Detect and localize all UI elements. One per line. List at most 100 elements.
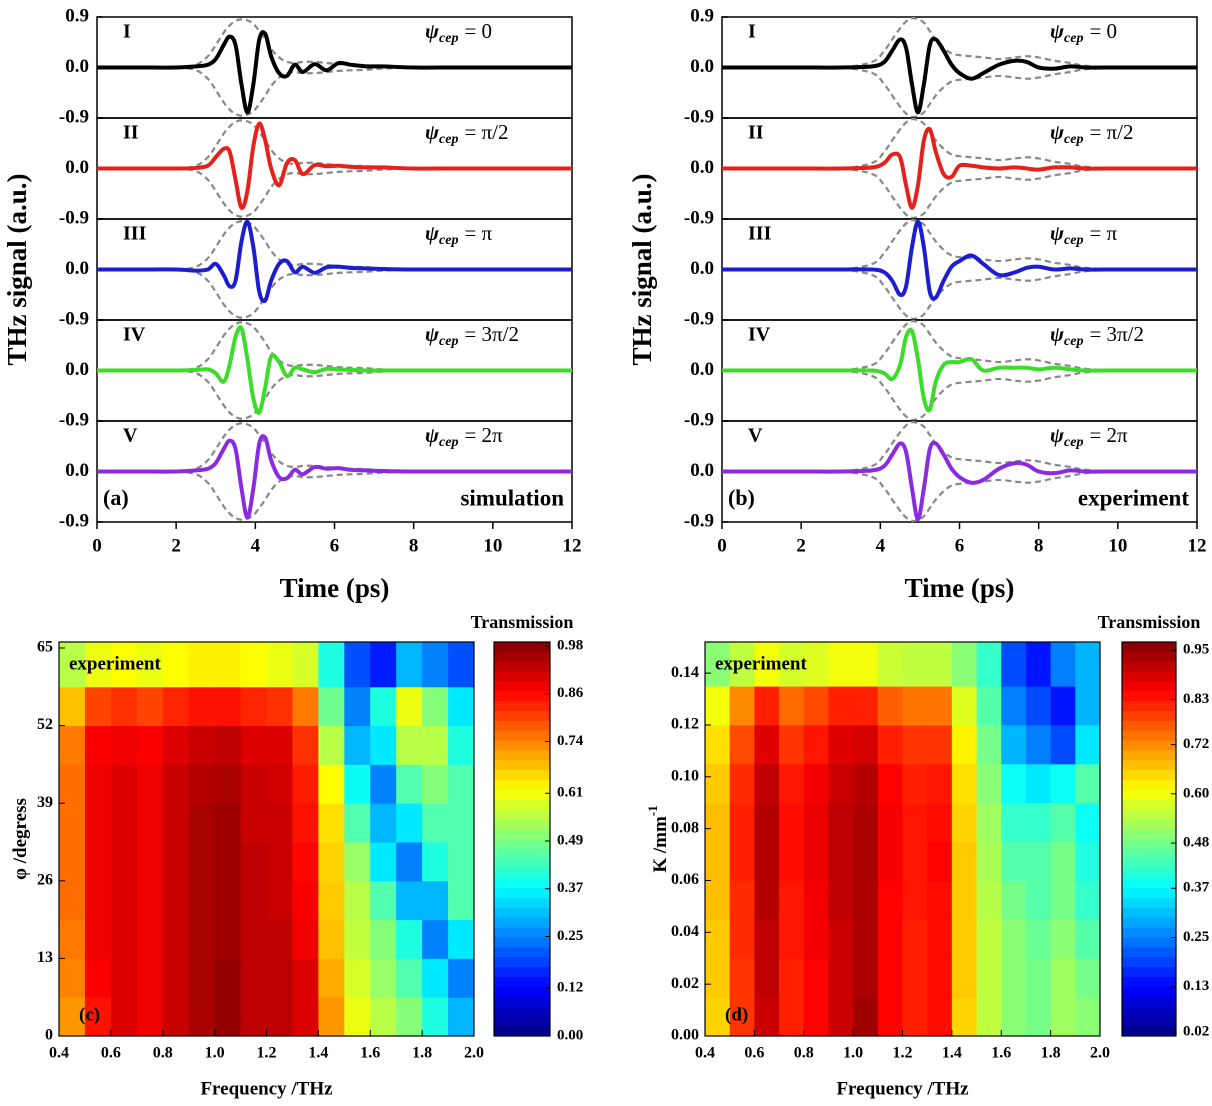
colorbar-frame — [1121, 641, 1177, 1037]
y-tick-label: 0.0 — [65, 157, 89, 178]
heat-cell — [188, 686, 216, 727]
heat-cell — [292, 686, 319, 727]
colorbar-band — [494, 917, 550, 929]
y-tick-label: 0.0 — [65, 460, 89, 481]
envelope-line — [722, 319, 1197, 373]
colorbar-band — [494, 1006, 550, 1017]
envelope-line — [96, 470, 572, 521]
phase-symbol: ψ — [425, 19, 440, 43]
heat-cell — [422, 997, 449, 1037]
y-tick-label: 0.0 — [690, 460, 714, 481]
heat-cell — [188, 841, 216, 882]
heat-cell — [370, 642, 397, 688]
heat-cell — [1001, 958, 1027, 998]
trace-label: IV — [123, 324, 146, 346]
colorbar-tick-label: 0.72 — [1183, 736, 1209, 752]
y-tick-label: 0.06 — [671, 871, 699, 888]
colorbar-band — [1122, 878, 1176, 889]
heat-cell — [927, 880, 953, 920]
y-tick-label: -0.9 — [59, 207, 89, 228]
heat-cell — [266, 803, 293, 843]
colorbar-band — [494, 967, 550, 978]
y-axis-label-text: φ /degress — [10, 798, 31, 880]
heat-cell — [292, 958, 319, 998]
signal-line — [96, 219, 572, 304]
colorbar-band — [1122, 750, 1176, 761]
signal-line — [96, 434, 572, 520]
y-tick-label: 0.9 — [65, 5, 89, 26]
heat-cell — [902, 841, 928, 881]
x-tick-label: 0.8 — [153, 1045, 173, 1062]
heat-cell — [59, 880, 86, 921]
colorbar-band — [494, 642, 550, 653]
phase-subscript: cep — [439, 233, 458, 248]
colorbar-band — [1122, 671, 1176, 682]
heat-cell — [344, 841, 371, 882]
heat-cell — [422, 764, 449, 804]
heat-cell — [729, 919, 755, 959]
trace-label: I — [123, 21, 131, 43]
heat-cell — [188, 880, 216, 921]
heat-cell — [240, 880, 267, 921]
heat-cell — [240, 686, 267, 727]
heat-cell — [84, 725, 112, 765]
y-axis-label: THz signal (a.u.) — [2, 173, 32, 365]
colorbar-tick-label: 0.37 — [1183, 880, 1210, 896]
y-tick-label: 26 — [37, 871, 53, 888]
envelope-line — [96, 422, 572, 473]
heat-cell — [266, 919, 293, 959]
phase-label: ψcep = 3π/2 — [425, 322, 519, 349]
heat-cell — [803, 724, 829, 765]
phase-value: = π/2 — [1089, 120, 1133, 144]
colorbar-band — [494, 710, 550, 722]
heat-cell — [951, 686, 978, 726]
phase-symbol: ψ — [425, 423, 440, 447]
heat-cell — [828, 724, 854, 765]
heat-cell — [877, 642, 903, 687]
colorbar-band — [1122, 760, 1176, 771]
heat-cell — [705, 880, 731, 920]
x-tick-label: 1.2 — [893, 1045, 913, 1062]
y-tick-label: 0.0 — [690, 258, 714, 279]
heat-cell — [1050, 802, 1076, 843]
colorbar-band — [494, 947, 550, 958]
heat-cell — [951, 880, 978, 920]
heat-cell — [370, 725, 397, 765]
envelope-line — [722, 368, 1197, 422]
heat-cell — [877, 880, 903, 920]
colorbar-band — [494, 868, 550, 879]
heat-cell — [370, 764, 397, 804]
heat-cell — [59, 841, 86, 882]
heat-cell — [951, 802, 978, 843]
heat-cell — [448, 880, 475, 921]
colorbar-tick-label: 0.12 — [557, 980, 583, 996]
heat-cell — [1050, 724, 1076, 765]
x-tick-label: 2.0 — [1090, 1045, 1110, 1062]
phase-value: = π — [464, 221, 492, 245]
heat-cell — [344, 803, 371, 843]
heat-cell — [396, 997, 423, 1037]
heat-cell — [1050, 763, 1076, 804]
heat-cell — [902, 958, 928, 998]
heat-cell — [240, 725, 267, 765]
heat-cell — [927, 802, 953, 843]
heat-cell — [84, 919, 112, 959]
heat-cell — [877, 919, 903, 959]
colorbar-band — [494, 799, 550, 810]
heat-cell — [828, 841, 854, 881]
heat-cell — [951, 841, 978, 881]
heat-cell — [344, 725, 371, 765]
heat-cell — [136, 642, 164, 688]
envelope-line — [721, 166, 1197, 220]
heat-cell — [902, 686, 928, 726]
phase-symbol: ψ — [1050, 19, 1065, 43]
heat-cell — [951, 997, 978, 1037]
heat-cell — [396, 919, 423, 959]
heat-cell — [396, 841, 423, 882]
heat-cell — [803, 642, 829, 687]
envelope-line — [721, 469, 1197, 523]
heat-cell — [779, 802, 805, 843]
heat-cell — [729, 841, 755, 881]
y-tick-label: -0.9 — [684, 409, 714, 430]
colorbar-band — [494, 730, 550, 741]
